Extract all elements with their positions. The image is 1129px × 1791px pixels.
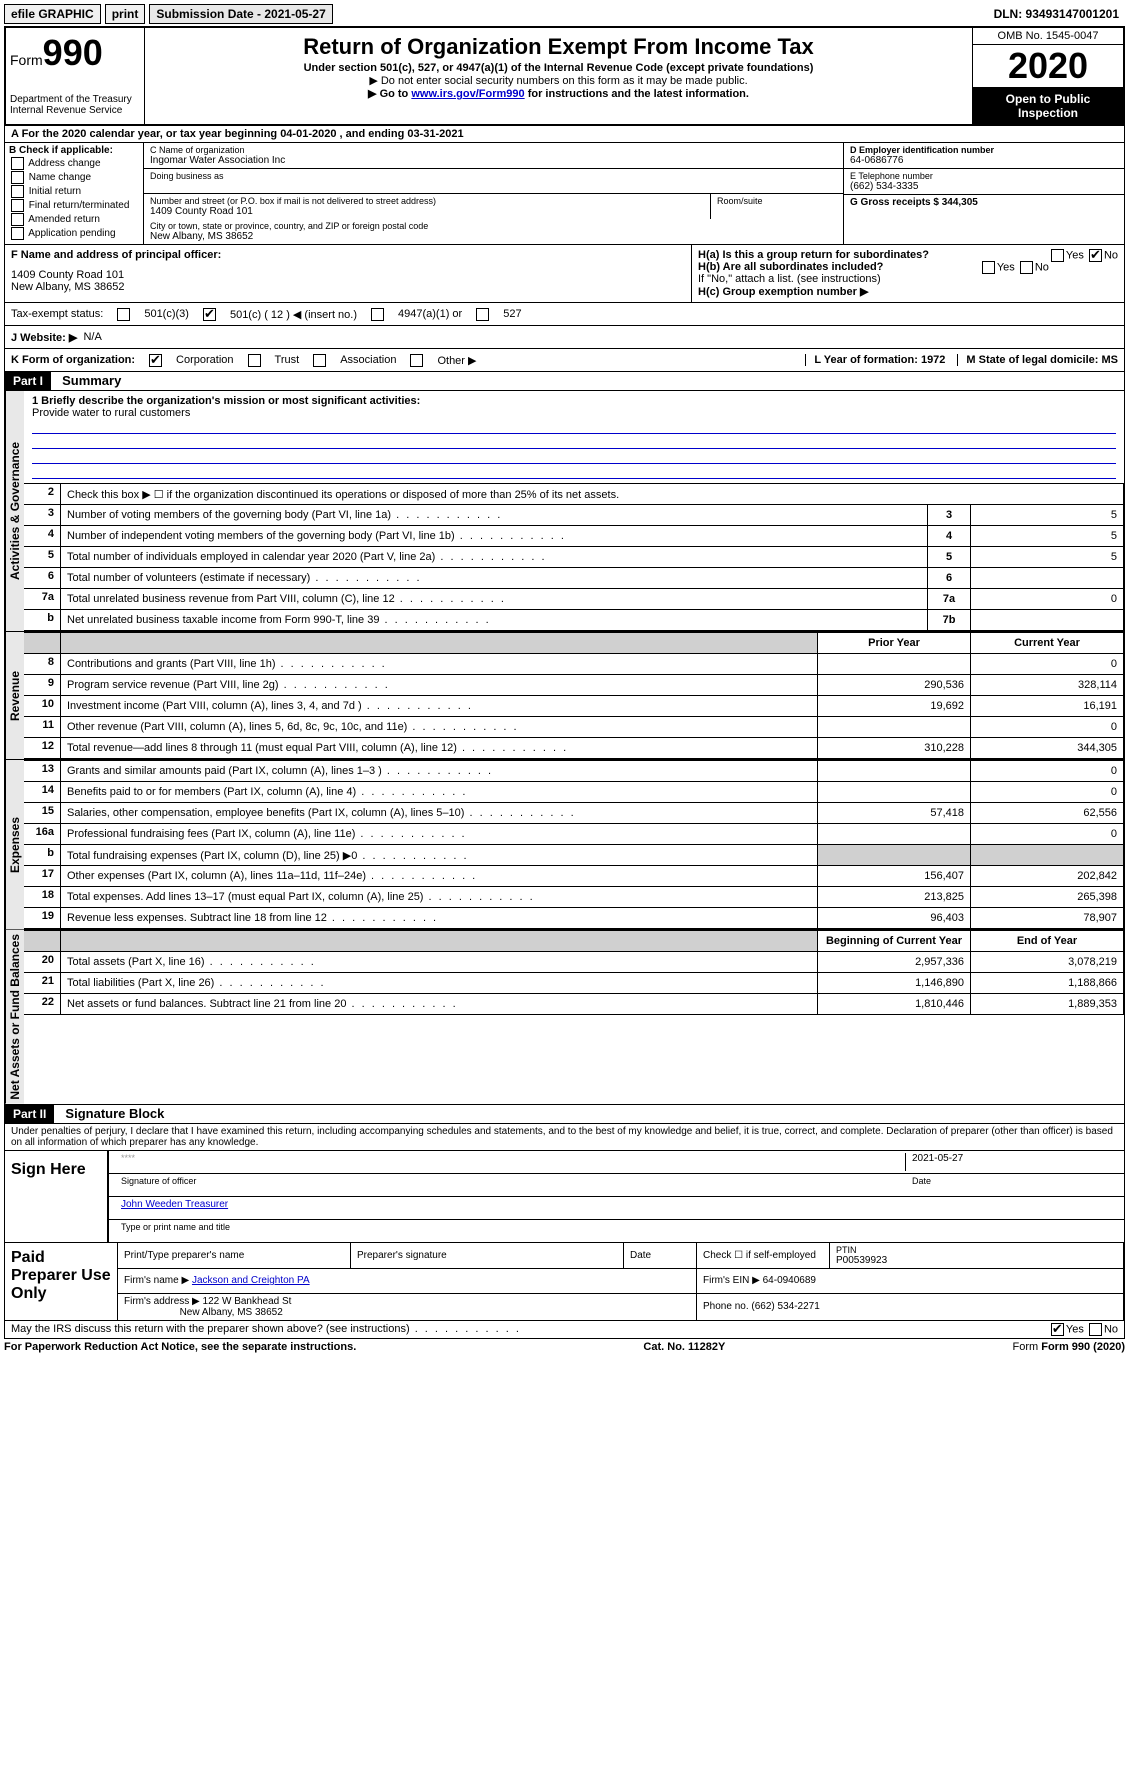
officer-name-link[interactable]: John Weeden Treasurer	[121, 1199, 228, 1210]
ptin: P00539923	[836, 1255, 1117, 1266]
firm-phone: (662) 534-2271	[751, 1301, 819, 1312]
h-a: H(a) Is this a group return for subordin…	[698, 249, 1118, 261]
irs-form990-link[interactable]: www.irs.gov/Form990	[411, 88, 524, 100]
print-button[interactable]: print	[105, 4, 146, 24]
net-label: Net Assets or Fund Balances	[5, 930, 24, 1104]
org-city: New Albany, MS 38652	[150, 231, 837, 242]
table-row: 17Other expenses (Part IX, column (A), l…	[24, 866, 1124, 887]
entity-info: B Check if applicable: Address change Na…	[4, 143, 1125, 245]
paid-preparer: Paid Preparer Use Only Print/Type prepar…	[4, 1243, 1125, 1321]
firm-ein: 64-0940689	[763, 1275, 816, 1286]
table-row: 9Program service revenue (Part VIII, lin…	[24, 675, 1124, 696]
dept-treasury: Department of the Treasury	[10, 94, 140, 105]
mission-text: Provide water to rural customers	[32, 407, 1116, 419]
section-fh: F Name and address of principal officer:…	[4, 245, 1125, 303]
sign-here-label: Sign Here	[5, 1151, 109, 1242]
cb-name-change[interactable]: Name change	[9, 171, 139, 184]
goto-note: ▶ Go to www.irs.gov/Form990 for instruct…	[149, 87, 968, 100]
omb-number: OMB No. 1545-0047	[973, 28, 1123, 45]
firm-addr1: 122 W Bankhead St	[203, 1296, 292, 1307]
submission-date: Submission Date - 2021-05-27	[149, 4, 332, 24]
mission-label: 1 Briefly describe the organization's mi…	[32, 395, 1116, 407]
table-row: 6Total number of volunteers (estimate if…	[24, 568, 1124, 589]
table-row: 19Revenue less expenses. Subtract line 1…	[24, 908, 1124, 929]
paid-label: Paid Preparer Use Only	[5, 1243, 118, 1320]
table-row: 15Salaries, other compensation, employee…	[24, 803, 1124, 824]
h-b: H(b) Are all subordinates included? Yes …	[698, 261, 1118, 273]
officer-addr2: New Albany, MS 38652	[11, 281, 685, 293]
table-row: 20Total assets (Part X, line 16)2,957,33…	[24, 952, 1124, 973]
website-row: J Website: ▶ N/A	[4, 326, 1125, 349]
part2-bar: Part II Signature Block	[4, 1105, 1125, 1124]
gov-section: Activities & Governance 1 Briefly descri…	[4, 391, 1125, 632]
klm-row: K Form of organization: Corporation Trus…	[4, 349, 1125, 372]
cb-amended[interactable]: Amended return	[9, 213, 139, 226]
table-row: 12Total revenue—add lines 8 through 11 (…	[24, 738, 1124, 759]
table-row: bNet unrelated business taxable income f…	[24, 610, 1124, 631]
gov-label: Activities & Governance	[5, 391, 24, 631]
cb-pending[interactable]: Application pending	[9, 227, 139, 240]
form-title: Return of Organization Exempt From Incom…	[149, 34, 968, 60]
footer: For Paperwork Reduction Act Notice, see …	[4, 1339, 1125, 1355]
table-row: 5Total number of individuals employed in…	[24, 547, 1124, 568]
firm-addr2: New Albany, MS 38652	[180, 1307, 283, 1318]
table-row: 16aProfessional fundraising fees (Part I…	[24, 824, 1124, 845]
exp-label: Expenses	[5, 760, 24, 929]
box-b: B Check if applicable: Address change Na…	[5, 143, 144, 244]
org-name: Ingomar Water Association Inc	[150, 155, 837, 166]
perjury-text: Under penalties of perjury, I declare th…	[4, 1124, 1125, 1151]
firm-link[interactable]: Jackson and Creighton PA	[192, 1275, 310, 1286]
tax-year: 2020	[973, 45, 1123, 88]
table-row: 8Contributions and grants (Part VIII, li…	[24, 654, 1124, 675]
efile-button[interactable]: efile GRAPHIC	[4, 4, 101, 24]
discuss-row: May the IRS discuss this return with the…	[4, 1321, 1125, 1339]
irs-label: Internal Revenue Service	[10, 105, 140, 116]
gross-receipts: G Gross receipts $ 344,305	[850, 197, 1118, 208]
table-row: 11Other revenue (Part VIII, column (A), …	[24, 717, 1124, 738]
form-number: Form990	[10, 32, 140, 74]
top-bar: efile GRAPHIC print Submission Date - 20…	[4, 4, 1125, 24]
org-address: 1409 County Road 101	[150, 206, 704, 217]
table-row: 4Number of independent voting members of…	[24, 526, 1124, 547]
h-b-note: If "No," attach a list. (see instruction…	[698, 273, 1118, 285]
ein: 64-0686776	[850, 155, 1118, 166]
line-a: A For the 2020 calendar year, or tax yea…	[4, 126, 1125, 143]
table-row: 21Total liabilities (Part X, line 26)1,1…	[24, 973, 1124, 994]
table-row: 10Investment income (Part VIII, column (…	[24, 696, 1124, 717]
cb-final-return[interactable]: Final return/terminated	[9, 199, 139, 212]
table-row: 22Net assets or fund balances. Subtract …	[24, 994, 1124, 1015]
cb-initial-return[interactable]: Initial return	[9, 185, 139, 198]
table-row: 18Total expenses. Add lines 13–17 (must …	[24, 887, 1124, 908]
table-row: 13Grants and similar amounts paid (Part …	[24, 761, 1124, 782]
exp-section: Expenses 13Grants and similar amounts pa…	[4, 760, 1125, 930]
phone: (662) 534-3335	[850, 181, 1118, 192]
table-row: 7aTotal unrelated business revenue from …	[24, 589, 1124, 610]
part1-bar: Part I Summary	[4, 372, 1125, 391]
table-row: 2Check this box ▶ ☐ if the organization …	[24, 484, 1124, 505]
sign-block: Sign Here **** 2021-05-27 Signature of o…	[4, 1151, 1125, 1243]
net-section: Net Assets or Fund Balances Beginning of…	[4, 930, 1125, 1105]
h-c: H(c) Group exemption number ▶	[698, 285, 1118, 298]
officer-addr1: 1409 County Road 101	[11, 269, 685, 281]
open-public-badge: Open to Public Inspection	[973, 88, 1123, 124]
dln-number: DLN: 93493147001201	[988, 5, 1125, 23]
form-subtitle: Under section 501(c), 527, or 4947(a)(1)…	[149, 62, 968, 74]
form-header: Form990 Department of the Treasury Inter…	[4, 26, 1125, 126]
tax-exempt-row: Tax-exempt status: 501(c)(3) 501(c) ( 12…	[4, 303, 1125, 326]
table-row: 14Benefits paid to or for members (Part …	[24, 782, 1124, 803]
rev-label: Revenue	[5, 632, 24, 759]
table-row: bTotal fundraising expenses (Part IX, co…	[24, 845, 1124, 866]
cb-address-change[interactable]: Address change	[9, 157, 139, 170]
box-c: C Name of organization Ingomar Water Ass…	[144, 143, 843, 244]
ssn-note: ▶ Do not enter social security numbers o…	[149, 74, 968, 87]
sign-date: 2021-05-27	[912, 1153, 1112, 1164]
table-row: 3Number of voting members of the governi…	[24, 505, 1124, 526]
rev-section: Revenue Prior YearCurrent Year8Contribut…	[4, 632, 1125, 760]
table-header: Beginning of Current YearEnd of Year	[24, 931, 1124, 952]
table-header: Prior YearCurrent Year	[24, 633, 1124, 654]
